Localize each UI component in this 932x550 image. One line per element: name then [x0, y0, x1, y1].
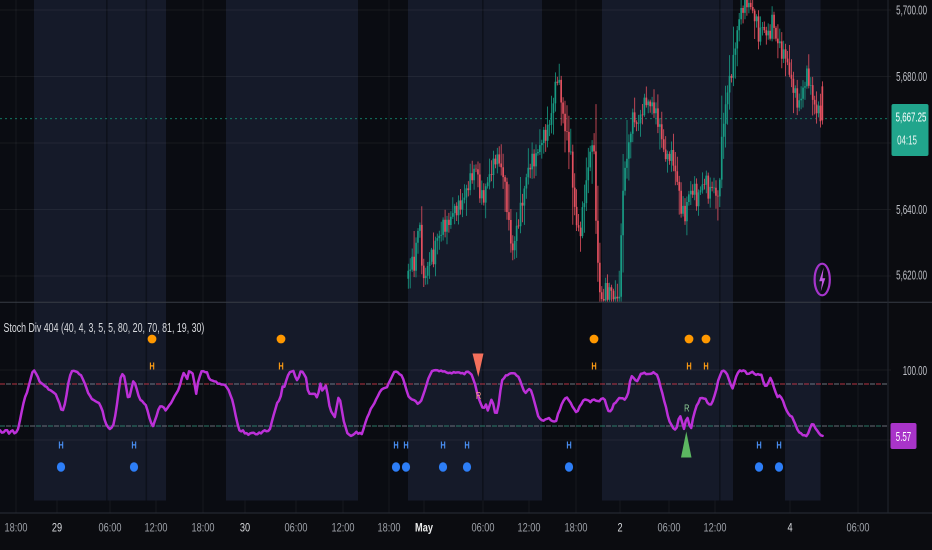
svg-text:R: R [684, 402, 689, 413]
svg-text:18:00: 18:00 [564, 523, 587, 535]
svg-text:H: H [403, 439, 408, 450]
svg-text:12:00: 12:00 [703, 523, 726, 535]
svg-text:H: H [278, 360, 283, 371]
svg-text:2: 2 [617, 523, 622, 535]
svg-text:5,667.25: 5,667.25 [896, 111, 927, 125]
svg-text:06:00: 06:00 [284, 523, 307, 535]
svg-text:18:00: 18:00 [377, 523, 400, 535]
svg-text:4: 4 [787, 523, 792, 535]
svg-text:5,620.00: 5,620.00 [896, 269, 927, 283]
svg-text:H: H [464, 439, 469, 450]
svg-text:12:00: 12:00 [144, 523, 167, 535]
svg-text:5,680.00: 5,680.00 [896, 70, 927, 84]
svg-text:12:00: 12:00 [517, 523, 540, 535]
svg-text:H: H [131, 439, 136, 450]
svg-text:H: H [58, 439, 63, 450]
svg-text:29: 29 [52, 523, 62, 535]
svg-text:H: H [756, 439, 761, 450]
svg-text:04:15: 04:15 [897, 134, 917, 148]
svg-text:H: H [776, 439, 781, 450]
svg-text:5,700.00: 5,700.00 [896, 4, 927, 18]
svg-text:06:00: 06:00 [846, 523, 869, 535]
svg-text:Stoch Div 404 (40, 4, 3, 5, 5,: Stoch Div 404 (40, 4, 3, 5, 5, 80, 20, 7… [4, 321, 205, 335]
svg-text:R: R [476, 390, 481, 401]
svg-text:12:00: 12:00 [331, 523, 354, 535]
svg-text:5,640.00: 5,640.00 [896, 203, 927, 217]
svg-text:H: H [393, 439, 398, 450]
svg-text:H: H [591, 360, 596, 371]
svg-text:May: May [415, 523, 433, 535]
svg-text:100.00: 100.00 [903, 364, 927, 378]
svg-text:18:00: 18:00 [4, 523, 27, 535]
svg-text:06:00: 06:00 [657, 523, 680, 535]
svg-text:06:00: 06:00 [98, 523, 121, 535]
svg-text:H: H [149, 360, 154, 371]
svg-text:06:00: 06:00 [471, 523, 494, 535]
svg-text:H: H [566, 439, 571, 450]
svg-text:5.57: 5.57 [896, 430, 911, 444]
svg-text:30: 30 [240, 523, 250, 535]
svg-text:H: H [686, 360, 691, 371]
svg-text:H: H [440, 439, 445, 450]
svg-text:H: H [703, 360, 708, 371]
svg-text:18:00: 18:00 [191, 523, 214, 535]
